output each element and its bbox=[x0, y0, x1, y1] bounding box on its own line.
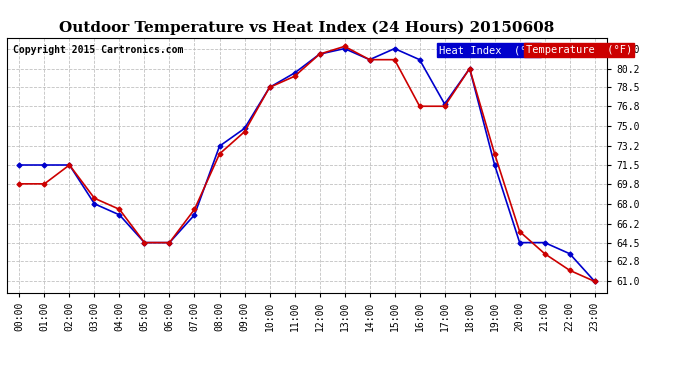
Text: Heat Index  (°F): Heat Index (°F) bbox=[439, 45, 539, 55]
Text: Temperature  (°F): Temperature (°F) bbox=[526, 45, 633, 55]
Text: Copyright 2015 Cartronics.com: Copyright 2015 Cartronics.com bbox=[13, 45, 184, 55]
Title: Outdoor Temperature vs Heat Index (24 Hours) 20150608: Outdoor Temperature vs Heat Index (24 Ho… bbox=[59, 21, 555, 35]
